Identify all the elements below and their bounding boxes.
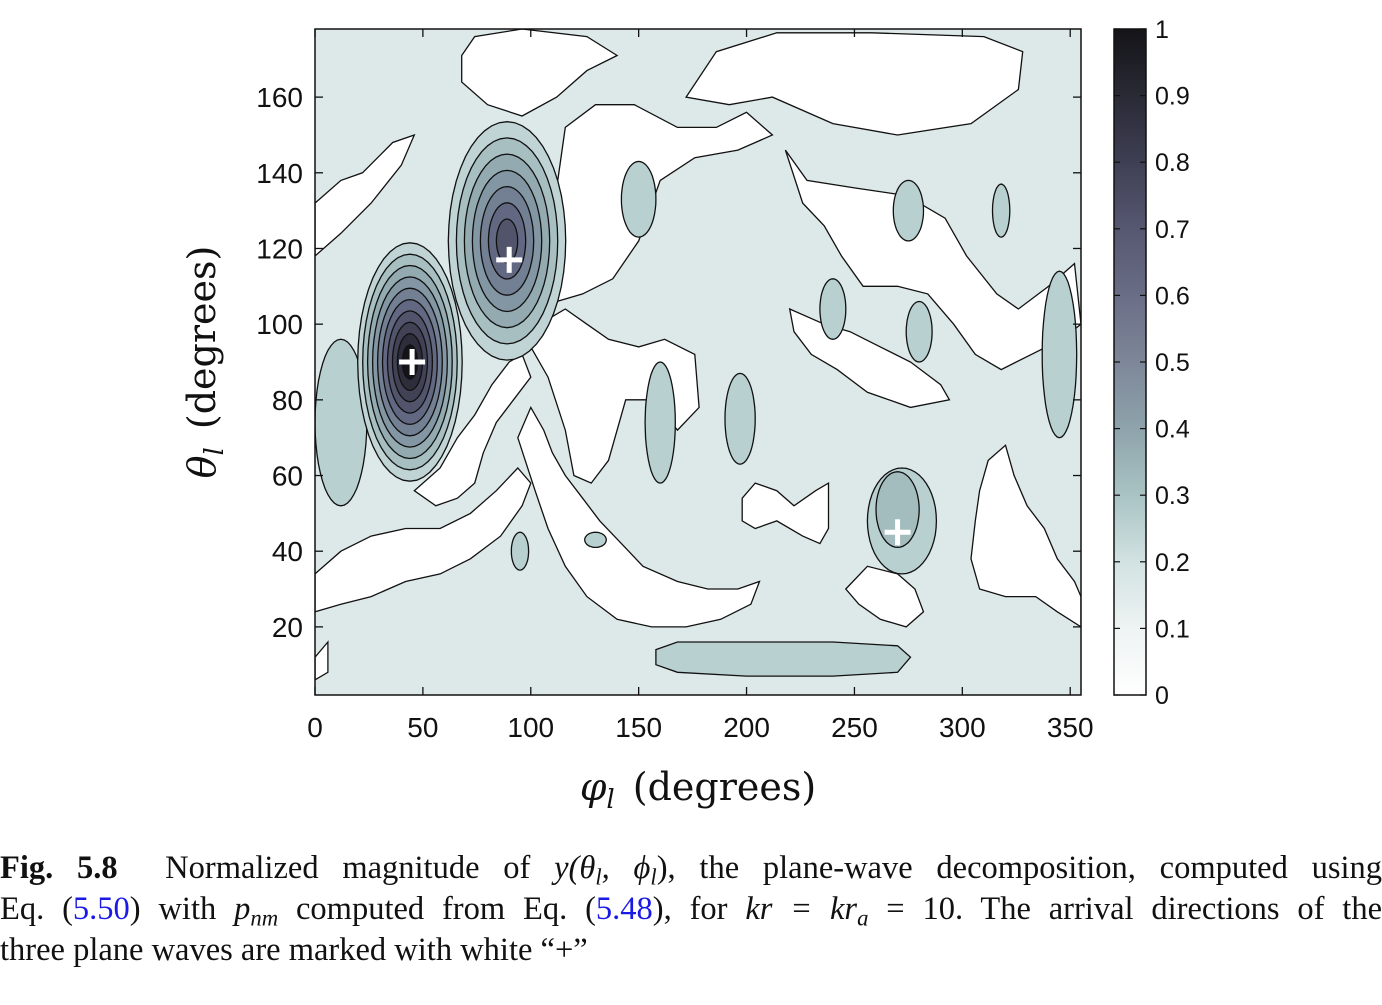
caption-label: Fig. 5.8 [0,850,118,886]
x-tick-label: 200 [723,712,770,743]
contour-region-0-2 [892,179,925,242]
x-axis-label: φl (degrees) [580,765,816,815]
y-tick-label: 100 [256,309,303,340]
caption-kr-sub: a [857,905,869,930]
contour-region-0-2 [991,183,1011,238]
caption-text-2d: ), for [652,891,728,927]
y-axis-label: θl(degrees) [180,246,230,479]
y-tick-label: 140 [256,158,303,189]
colorbar-tick-label: 0.1 [1155,615,1190,643]
x-tick-label: 0 [307,712,323,743]
contour-region-below-0-1 [461,29,619,117]
contour-region-0-2 [584,531,607,549]
peak-markers [399,246,911,546]
contour-region-0-2 [620,160,657,238]
contour-region-0-2 [905,300,933,363]
contour-region-below-0-1 [315,133,416,257]
contour-region-0-2 [655,641,912,677]
caption-text-2e: = 10. The arrival directions of the [886,891,1382,927]
colorbar-tick-label: 0 [1155,682,1169,710]
contour-region-0-2 [819,278,847,340]
plus-marker [496,246,523,273]
contour-chart: 0 50 100 150 200 250 300 350 20 40 60 80 100 120 140 1… [180,16,1190,815]
colorbar-ticks: 0 0.1 0.2 0.3 0.4 0.5 0.6 0.7 0.8 0.9 1 [1114,16,1190,710]
contour-region-0-2 [724,372,756,465]
caption-text-2b: ) with [129,891,217,927]
colorbar-tick-label: 0.4 [1155,416,1190,444]
caption-func: y(θ [554,850,596,886]
caption-func-mid: , ϕ [601,850,651,886]
y-tick-label: 40 [272,536,303,567]
x-tick-label: 100 [507,712,554,743]
contour-region-below-0-1 [551,104,774,303]
colorbar-tick-label: 0.9 [1155,83,1190,111]
caption-kr: kr = kr [745,891,858,927]
colorbar-tick-label: 0.6 [1155,282,1190,310]
figure-caption: Fig. 5.8 Normalized magnitude of y(θl, ϕ… [0,848,1382,998]
contour-region-0-2 [1041,270,1078,439]
x-axis: 0 50 100 150 200 250 300 350 [307,29,1094,743]
x-tick-label: 300 [939,712,986,743]
plot-frame [314,28,1082,696]
colorbar-tick-label: 0.7 [1155,216,1190,244]
caption-p-symbol: p [234,891,251,927]
caption-text-2a: Eq. ( [0,891,73,927]
plus-marker [399,349,426,375]
contour-region-0-2 [644,361,676,484]
contour-region-below-0-1 [315,640,329,681]
x-tick-label: 150 [615,712,662,743]
y-tick-label: 160 [256,82,303,113]
colorbar-tick-label: 1 [1155,16,1169,44]
colorbar-tick-label: 0.3 [1155,482,1190,510]
y-axis: 20 40 60 80 100 120 140 160 [256,82,1081,643]
caption-func-end: ), [656,850,676,886]
y-tick-label: 120 [256,233,303,264]
caption-line-2: Eq. (5.50) with pnm computed from Eq. (5… [0,889,1382,930]
plus-marker [884,519,911,546]
contour-region-0-3 [875,471,920,549]
contour-region-below-0-1 [685,32,1024,136]
contour-region-below-0-1 [844,565,925,628]
x-tick-label: 50 [407,712,438,743]
equation-link-5-48[interactable]: 5.48 [595,891,653,927]
y-axis-label-group: θl(degrees) [180,246,230,479]
caption-func-sub-1: l [595,864,602,889]
x-tick-label: 250 [831,712,878,743]
caption-func-sub-2: l [650,864,657,889]
plot-area [314,28,1082,696]
contour-region-0-2 [510,531,530,571]
contour-region-below-0-1 [741,481,830,545]
contour-region-0-2 [315,338,368,507]
colorbar-tick-label: 0.5 [1155,349,1190,377]
caption-line-1: Fig. 5.8 Normalized magnitude of y(θl, ϕ… [0,848,1382,889]
y-tick-label: 20 [272,612,303,643]
contour-region-below-0-1 [970,444,1081,628]
caption-p-sub: nm [250,905,279,930]
caption-text-1a: Normalized magnitude of [165,850,531,886]
contour-region-below-0-1 [413,353,532,507]
colorbar-tick-label: 0.2 [1155,549,1190,577]
colorbar-tick-label: 0.8 [1155,149,1190,177]
colorbar: 0 0.1 0.2 0.3 0.4 0.5 0.6 0.7 0.8 0.9 1 [1113,16,1190,710]
y-tick-label: 80 [272,385,303,416]
contour-regions [315,29,1081,681]
caption-text-2c: computed from Eq. ( [295,891,596,927]
x-tick-label: 350 [1047,712,1094,743]
contour-region-below-0-1 [517,405,761,628]
contour-region-below-0-1 [315,467,532,613]
equation-link-5-50[interactable]: 5.50 [72,891,130,927]
caption-text-1b: the plane-wave decomposition, computed u… [699,850,1382,886]
caption-line-3: three plane waves are marked with white … [0,932,588,968]
y-tick-label: 60 [272,461,303,492]
